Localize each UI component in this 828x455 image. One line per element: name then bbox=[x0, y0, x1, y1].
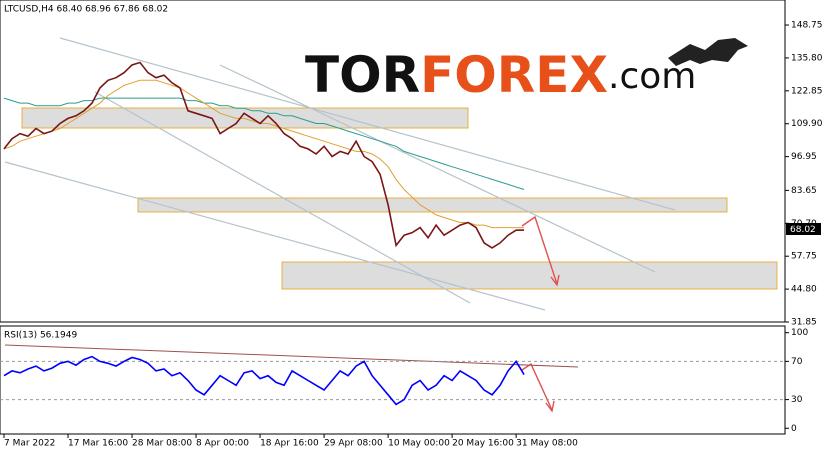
rsi-title: RSI(13) 56.1949 bbox=[4, 331, 77, 341]
x-tick-label: 31 May 08:00 bbox=[516, 439, 578, 449]
bull-icon bbox=[668, 38, 748, 66]
y-tick-label: 70 bbox=[791, 357, 803, 367]
y-tick-label: 31.85 bbox=[791, 318, 817, 328]
series-line bbox=[3, 79, 525, 229]
x-tick-label: 28 Mar 08:00 bbox=[132, 439, 192, 449]
arrow bbox=[521, 215, 558, 285]
price-title: LTCUSD,H4 68.40 68.96 67.86 68.02 bbox=[4, 5, 168, 15]
arrow-head bbox=[550, 274, 560, 287]
y-tick-label: 109.90 bbox=[791, 119, 823, 129]
zone bbox=[281, 261, 778, 290]
x-tick-label: 29 Apr 08:00 bbox=[324, 439, 383, 449]
y-tick-label: 83.65 bbox=[791, 186, 817, 196]
series-line bbox=[3, 61, 525, 249]
current-price: 68.02 bbox=[790, 225, 816, 235]
y-tick-label: 148.75 bbox=[791, 21, 823, 31]
y-tick-label: 135.80 bbox=[791, 53, 823, 63]
y-tick-label: 0 bbox=[791, 424, 797, 434]
trendlines bbox=[4, 37, 676, 311]
y-tick-label: 57.75 bbox=[791, 252, 817, 262]
y-tick-label: 96.95 bbox=[791, 152, 817, 162]
arrow bbox=[521, 362, 553, 411]
x-tick-label: 7 Mar 2022 bbox=[4, 439, 55, 449]
series-line bbox=[3, 97, 525, 190]
trendline bbox=[94, 91, 471, 304]
watermark-part: TOR bbox=[305, 46, 420, 104]
trendline bbox=[4, 161, 546, 311]
forecast-arrows bbox=[521, 215, 560, 413]
y-tick-label: 100 bbox=[791, 328, 808, 338]
y-tick-label: 30 bbox=[791, 395, 803, 405]
arrow-head bbox=[545, 400, 555, 413]
y-tick-label: 70.70 bbox=[791, 219, 817, 229]
trendline bbox=[219, 64, 656, 273]
y-tick-label: 122.85 bbox=[791, 86, 823, 96]
y-tick-label: 44.80 bbox=[791, 285, 817, 295]
x-tick-label: 10 May 00:00 bbox=[388, 439, 450, 449]
rsi-panel bbox=[0, 325, 786, 435]
bull-logo bbox=[668, 38, 748, 66]
x-tick-label: 17 Mar 16:00 bbox=[68, 439, 128, 449]
watermark-part: FOREX bbox=[420, 46, 608, 104]
x-tick-label: 18 Apr 16:00 bbox=[260, 439, 319, 449]
trendline bbox=[59, 37, 676, 211]
price-box bbox=[786, 223, 821, 235]
zone bbox=[137, 197, 728, 213]
x-tick-label: 8 Apr 00:00 bbox=[196, 439, 249, 449]
zone bbox=[21, 107, 469, 129]
x-tick-label: 20 May 16:00 bbox=[452, 439, 514, 449]
rsi-trendline bbox=[4, 344, 579, 368]
series-line bbox=[3, 355, 525, 406]
